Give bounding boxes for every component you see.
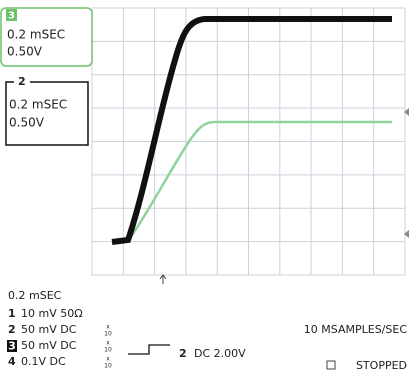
probe-bottom: 10 (104, 331, 112, 338)
trigger-channel: 2 (179, 347, 187, 360)
probe-top: x (106, 324, 110, 331)
volts: 0.50V (7, 45, 43, 59)
status-box (327, 361, 335, 369)
graticule (92, 8, 405, 275)
trigger-setting: DC 2.00V (194, 347, 246, 360)
channel-number: 1 (8, 307, 16, 320)
channel-setting: 50 mV DC (21, 339, 77, 352)
volts: 0.50V (9, 116, 45, 130)
channel-setting: 10 mV 50Ω (21, 307, 83, 320)
channel-box (6, 82, 88, 145)
channel-number: 3 (8, 340, 16, 353)
channel-setting: 50 mV DC (21, 323, 77, 336)
probe-top: x (106, 356, 110, 363)
probe-top: x (106, 340, 110, 347)
probe-bottom: 10 (104, 347, 112, 354)
trigger-marker (160, 275, 166, 284)
timebase: 0.2 mSEC (8, 289, 62, 302)
channel-number: 2 (18, 75, 26, 88)
timebase: 0.2 mSEC (9, 98, 67, 112)
trigger-edge-icon (128, 345, 170, 354)
sample-rate: 10 MSAMPLES/SEC (304, 323, 408, 336)
probe-bottom: 10 (104, 363, 112, 370)
channel-number: 3 (8, 11, 15, 22)
channel-number: 4 (8, 355, 16, 368)
status: STOPPED (356, 359, 407, 372)
channel-setting: 0.1V DC (21, 355, 66, 368)
timebase: 0.2 mSEC (7, 28, 65, 42)
channel-number: 2 (8, 323, 16, 336)
scope-screen: 3 0.2 mSEC 0.50V 2 0.2 mSEC 0.50V 0.2 mS… (0, 0, 409, 375)
